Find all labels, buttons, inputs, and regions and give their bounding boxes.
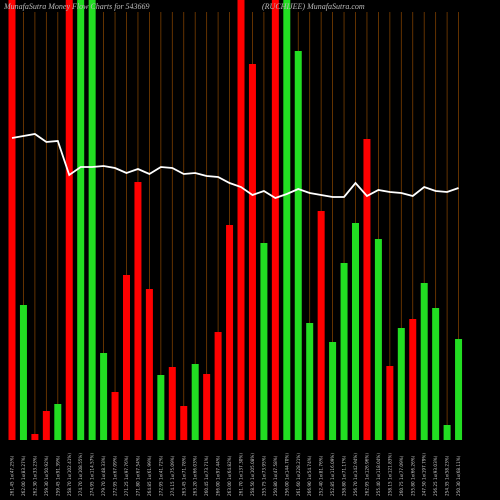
bar: [226, 225, 234, 440]
x-tick-label: 255.80 1x(66.26%): [410, 455, 415, 496]
bar: [329, 342, 337, 440]
bar: [420, 283, 428, 440]
x-tick-label: 256.25 1x(93.03%): [433, 455, 438, 496]
x-tick-label: 266.00 1x(97.44%): [216, 455, 221, 496]
bar: [214, 332, 222, 440]
bar: [374, 239, 382, 440]
bar: [65, 0, 73, 440]
x-tick-label: 250.80 1x(47.58%): [273, 455, 278, 496]
x-tick-label: 272.95 1x(67.09%): [113, 455, 118, 496]
x-tick-label: 262.00 1x(83.27%): [21, 455, 26, 496]
x-tick-label: 258.70 1x(102.41%): [67, 453, 72, 496]
x-tick-label: 254.35 1x(58.23%): [445, 455, 450, 496]
x-tick-label: 260.45 1x(73.71%): [204, 455, 209, 496]
x-tick-label: 247.50 1x(197.79%): [422, 453, 427, 496]
bar: [409, 319, 417, 440]
x-tick-label: 261.70 1x(137.30%): [239, 453, 244, 496]
bar: [180, 406, 188, 440]
bar: [306, 323, 314, 440]
x-tick-label: 256.70 1x(142.94%): [353, 453, 358, 496]
bar: [352, 223, 359, 440]
bar: [248, 64, 256, 440]
x-tick-label: 260.75 1x(77.09%): [399, 455, 404, 496]
bars: [8, 0, 463, 440]
x-tick-label: 252.40 1x(81.76%): [319, 455, 324, 496]
bar: [123, 275, 130, 440]
bar: [397, 328, 405, 440]
x-tick-label: 259.30 1x(50.92%): [44, 455, 49, 496]
bar: [294, 51, 302, 440]
bar: [54, 404, 62, 440]
bar: [168, 367, 176, 440]
bar: [157, 375, 165, 440]
x-tick-label: 274.70 1x(108.55%): [78, 453, 83, 496]
bar: [283, 0, 291, 440]
bar: [363, 139, 371, 440]
x-tick-label: 271.80 1x(67.54%): [135, 455, 140, 496]
bar: [77, 0, 85, 440]
x-tick-label: 263.20 1x(66.03%): [193, 455, 198, 496]
x-tick-label: 252.85 1x(116.09%): [330, 453, 335, 496]
x-tick-label: 263.45 1x(71.78%): [181, 455, 186, 496]
x-tick-label: 258.50 1x(105.08%): [250, 453, 255, 496]
bar: [31, 434, 39, 440]
bar: [88, 0, 96, 440]
bar: [100, 353, 108, 440]
bar: [443, 425, 451, 440]
x-tick-label: 274.15 1x(75.09%): [170, 455, 175, 496]
x-tick-label: 263.00 1x(64.82%): [227, 455, 232, 496]
chart-title: MunafaSutra Money Flow Charts for 543669: [3, 2, 150, 11]
x-tick-label: 262.30 1x(33.23%): [32, 455, 37, 496]
bar: [42, 411, 50, 440]
x-labels: 261.45 1x(47.25%) 262.00 1x(83.27%) 262.30…: [10, 453, 462, 496]
x-tick-label: 250.30 1x(68.11%): [456, 455, 461, 496]
bar: [19, 305, 27, 440]
bar: [203, 374, 211, 440]
bar: [145, 289, 153, 440]
x-tick-label: 261.60 1x(228.21%): [296, 453, 301, 496]
x-tick-label: 264.85 1x(61.99%): [147, 455, 152, 496]
chart-subtitle: (RUCHIJEE) MunafaSutra.com: [262, 2, 365, 11]
bar: [340, 263, 348, 440]
bar: [260, 243, 268, 440]
bar: [386, 366, 394, 440]
x-tick-label: 262.95 1x(126.96%): [364, 453, 369, 496]
x-tick-label: 255.40 1x(118.04%): [376, 453, 381, 496]
x-tick-label: 261.45 1x(47.25%): [10, 455, 15, 496]
x-tick-label: 256.00 1x(144.70%): [284, 453, 289, 496]
x-tick-label: 274.95 1x(114.57%): [90, 453, 95, 496]
bar: [432, 308, 440, 440]
x-tick-label: 271.25 1x(97.76%): [124, 455, 129, 496]
x-tick-label: 272.95 1x(41.72%): [158, 455, 163, 496]
x-tick-label: 258.15 1x(121.83%): [387, 453, 392, 496]
bar: [8, 0, 16, 440]
bar: [191, 364, 199, 440]
bar: [134, 182, 142, 440]
x-tick-label: 266.90 1x(54.74%): [307, 455, 312, 496]
bar: [111, 392, 119, 440]
x-tick-label: 259.45 1x(91.39%): [55, 455, 60, 496]
line: [11, 133, 459, 199]
bar: [237, 0, 245, 440]
lines: [11, 133, 459, 199]
x-tick-label: 279.70 1x(48.33%): [101, 455, 106, 496]
bar: [455, 339, 463, 440]
x-tick-label: 258.80 1x(71.17%): [342, 455, 347, 496]
bar: [271, 0, 279, 440]
bar: [317, 211, 325, 440]
x-tick-label: 255.75 1x(73.95%): [261, 455, 266, 496]
